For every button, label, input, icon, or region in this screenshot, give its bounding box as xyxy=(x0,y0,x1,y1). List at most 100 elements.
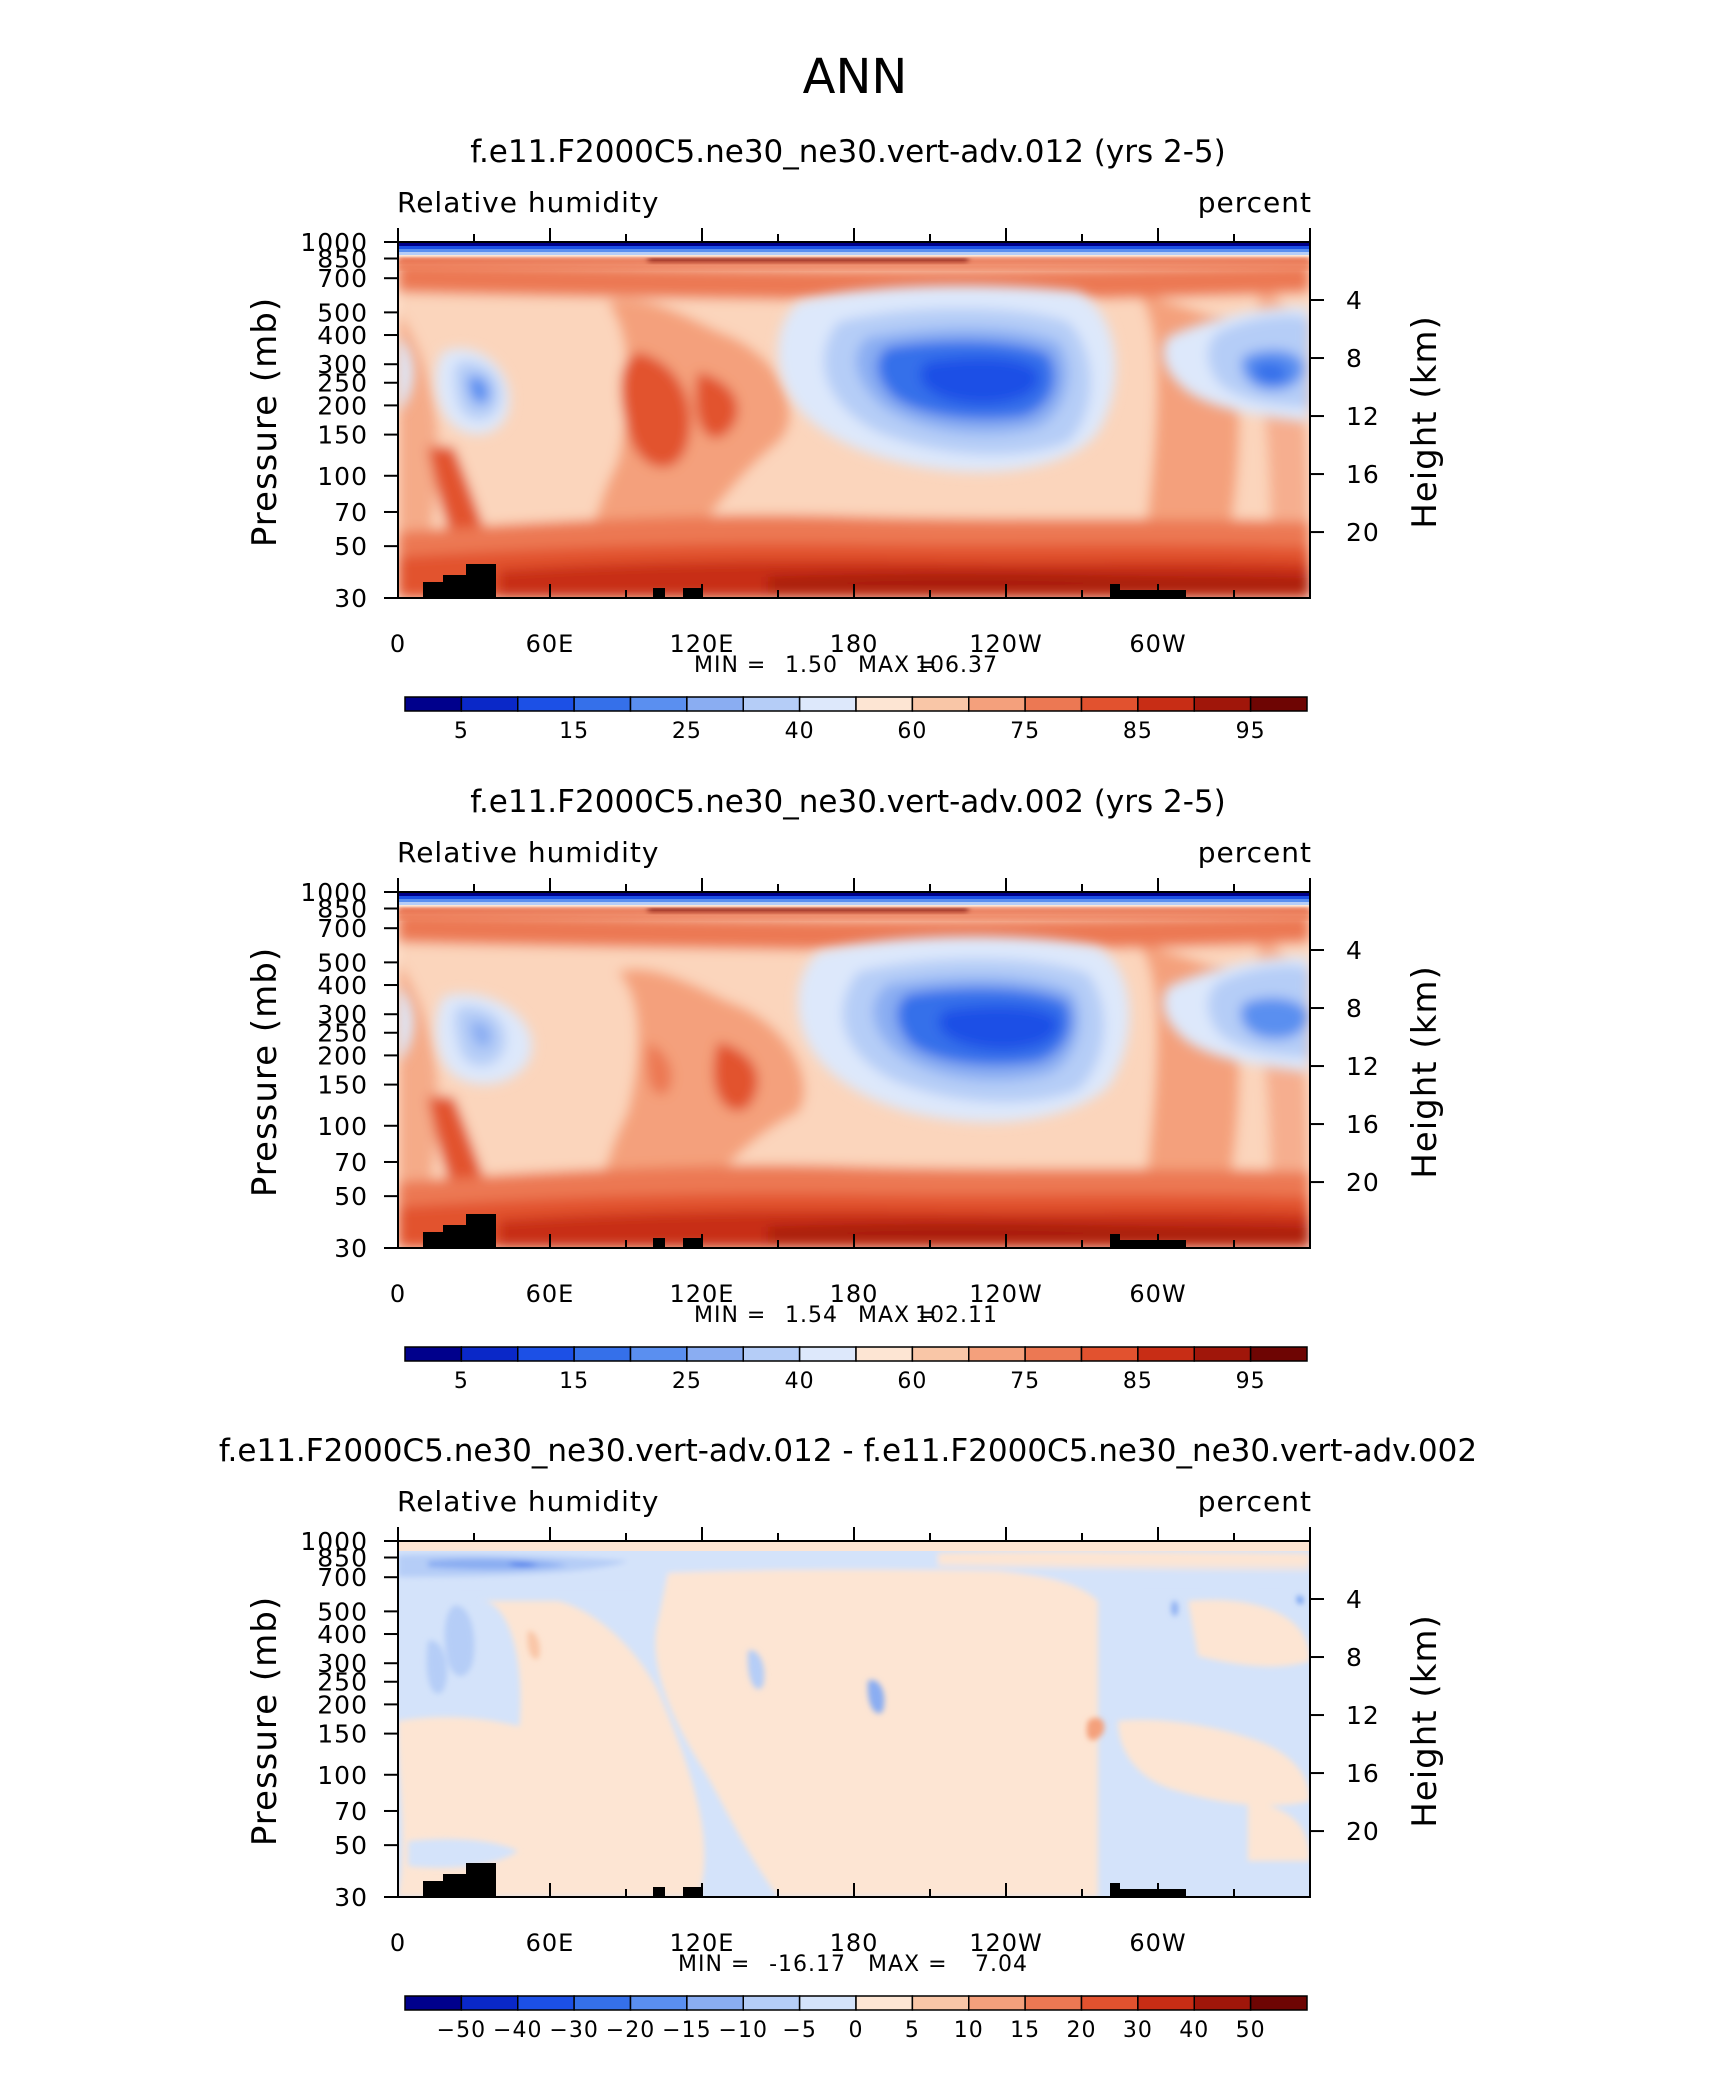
colorbar-swatch xyxy=(629,1995,688,2011)
colorbar-label: 15 xyxy=(559,1369,589,1394)
height-tick-label: 16 xyxy=(1346,1759,1380,1788)
y-tick-label: 150 xyxy=(317,421,368,450)
right-axis-title: Height (km) xyxy=(1405,965,1445,1179)
y-tick-label: 300 xyxy=(317,1000,368,1029)
y-tick-label: 250 xyxy=(317,1019,368,1048)
colorbar-swatch xyxy=(855,1346,914,1362)
colorbar-swatch xyxy=(968,1346,1026,1362)
colorbar-swatch xyxy=(1080,1995,1139,2011)
min-label: MIN = xyxy=(694,653,766,678)
min-value: 1.54 xyxy=(785,1303,838,1328)
colorbar-label: −40 xyxy=(493,2018,542,2043)
y-axis-title: Pressure (mb) xyxy=(245,297,285,547)
x-tick-label: 180 xyxy=(830,1929,879,1957)
x-tick-label: 120W xyxy=(969,1280,1043,1308)
colorbar-swatch xyxy=(911,696,970,712)
y-tick-label: 1000 xyxy=(300,228,368,257)
colorbar-label: 75 xyxy=(1010,1369,1040,1394)
colorbar-swatch xyxy=(855,1995,914,2011)
colorbar-label: 5 xyxy=(905,2018,920,2043)
colorbar-swatch xyxy=(686,696,744,712)
x-tick-label: 120W xyxy=(969,1929,1043,1957)
y-tick-label: 500 xyxy=(317,298,368,327)
colorbar-swatch xyxy=(629,696,688,712)
y-tick-label: 250 xyxy=(317,1668,368,1697)
y-axis-title: Pressure (mb) xyxy=(245,1596,285,1846)
panel-title: f.e11.F2000C5.ne30_ne30.vert-adv.012 (yr… xyxy=(470,134,1225,170)
colorbar-label: −30 xyxy=(549,2018,598,2043)
y-tick-label: 70 xyxy=(334,498,368,527)
x-tick-label: 0 xyxy=(390,1929,406,1957)
height-tick-label: 12 xyxy=(1346,1701,1380,1730)
contour-field xyxy=(398,242,1310,598)
y-tick-label: 50 xyxy=(334,1182,368,1211)
y-tick-label: 700 xyxy=(317,1563,368,1592)
colorbar-label: 60 xyxy=(897,719,927,744)
axes: 0 60E 120E 180 120W 60W 30 50 70 100 150200250300… xyxy=(300,228,1379,658)
x-tick-label: 60W xyxy=(1129,630,1186,658)
x-tick-label: 60E xyxy=(526,1929,575,1957)
colorbar-swatch xyxy=(798,696,857,712)
y-tick-label: 200 xyxy=(317,1690,368,1719)
colorbar: 5 15 25 40 60 75 85 95 xyxy=(404,1346,1308,1394)
colorbar-label: 75 xyxy=(1010,719,1040,744)
height-tick-label: 12 xyxy=(1346,1052,1380,1081)
min-label: MIN = xyxy=(678,1952,750,1977)
colorbar-swatch xyxy=(1249,1995,1308,2011)
colorbar-swatch xyxy=(1137,1995,1195,2011)
colorbar-label: −5 xyxy=(782,2018,816,2043)
min-value: 1.50 xyxy=(785,653,838,678)
colorbar: 5 15 25 40 60 75 85 95 xyxy=(404,696,1308,744)
colorbar-swatch xyxy=(1249,696,1308,712)
y-tick-label: 850 xyxy=(317,894,368,923)
colorbar-swatch xyxy=(911,1346,970,1362)
colorbar-swatch xyxy=(404,1995,463,2011)
colorbar-swatch xyxy=(460,1346,519,1362)
axes: 0 60E 120E 180 120W 60W 30 50 70 100 150200250300… xyxy=(300,1527,1379,1957)
colorbar-swatch xyxy=(968,696,1026,712)
colorbar-swatch xyxy=(1080,1346,1139,1362)
colorbar-swatch xyxy=(629,1346,688,1362)
panel-title: f.e11.F2000C5.ne30_ne30.vert-adv.002 (yr… xyxy=(470,784,1225,820)
x-tick-label: 120W xyxy=(969,630,1043,658)
y-axis-title: Pressure (mb) xyxy=(245,947,285,1197)
colorbar-label: −15 xyxy=(662,2018,711,2043)
x-tick-label: 120E xyxy=(670,1929,735,1957)
colorbar-label: 95 xyxy=(1236,719,1266,744)
colorbar-label: 15 xyxy=(1010,2018,1040,2043)
topography-mask xyxy=(423,564,1186,598)
colorbar-swatch xyxy=(911,1995,970,2011)
colorbar-label: 95 xyxy=(1236,1369,1266,1394)
y-tick-label: 250 xyxy=(317,369,368,398)
colorbar-label: −50 xyxy=(437,2018,486,2043)
colorbar-swatch xyxy=(460,696,519,712)
y-tick-label: 400 xyxy=(317,971,368,1000)
topography-mask xyxy=(423,1214,1186,1248)
colorbar-label: −20 xyxy=(606,2018,655,2043)
colorbar-label: 15 xyxy=(559,719,589,744)
colorbar-swatch xyxy=(517,696,575,712)
variable-label: Relative humidity xyxy=(397,836,659,869)
y-tick-label: 150 xyxy=(317,1720,368,1749)
y-tick-label: 100 xyxy=(317,1761,368,1790)
y-tick-label: 70 xyxy=(334,1148,368,1177)
colorbar-swatch xyxy=(742,696,801,712)
colorbar: −50 −40 −30 −20 −15 −10 −5 0 5 10 15 20 30 40 50 xyxy=(404,1995,1308,2043)
variable-label: Relative humidity xyxy=(397,186,659,219)
y-tick-label: 50 xyxy=(334,532,368,561)
colorbar-swatch xyxy=(742,1346,801,1362)
colorbar-swatch xyxy=(686,1995,744,2011)
colorbar-label: 85 xyxy=(1123,1369,1153,1394)
y-tick-label: 850 xyxy=(317,1543,368,1572)
height-tick-label: 20 xyxy=(1346,518,1380,547)
colorbar-swatch xyxy=(1137,696,1195,712)
y-tick-label: 150 xyxy=(317,1071,368,1100)
x-tick-label: 60W xyxy=(1129,1280,1186,1308)
y-tick-label: 300 xyxy=(317,1649,368,1678)
colorbar-swatch xyxy=(404,696,463,712)
colorbar-label: 40 xyxy=(785,719,815,744)
x-tick-label: 120E xyxy=(670,630,735,658)
min-value: -16.17 xyxy=(769,1952,846,1977)
x-tick-label: 60E xyxy=(526,1280,575,1308)
